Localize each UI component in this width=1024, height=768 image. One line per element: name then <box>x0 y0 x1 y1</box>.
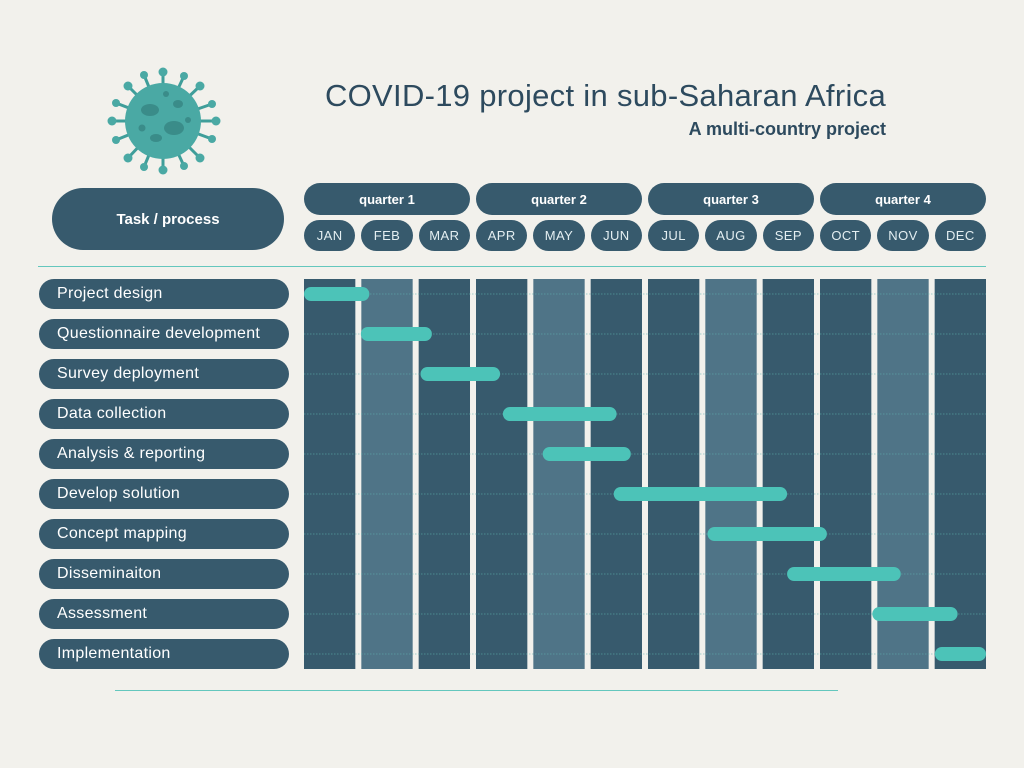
task-label: Data collection <box>39 399 289 429</box>
month-header: OCT <box>820 220 872 251</box>
gantt-bar <box>502 407 617 421</box>
gantt-bar <box>542 447 631 461</box>
task-label: Analysis & reporting <box>39 439 289 469</box>
month-column <box>762 279 814 669</box>
footer-divider <box>115 690 838 691</box>
task-label: Develop solution <box>39 479 289 509</box>
header-divider <box>38 266 986 267</box>
month-column <box>533 279 585 669</box>
gantt-bar <box>934 647 986 661</box>
gantt-bar <box>872 607 958 621</box>
month-header: MAY <box>533 220 585 251</box>
quarter-header: quarter 3 <box>648 183 814 215</box>
gantt-bar <box>613 487 788 501</box>
quarter-header: quarter 4 <box>820 183 986 215</box>
month-header: JUN <box>590 220 642 251</box>
month-header: APR <box>476 220 528 251</box>
month-column <box>705 279 757 669</box>
gantt-bar <box>787 567 901 581</box>
month-column <box>418 279 470 669</box>
month-column <box>304 279 356 669</box>
gantt-bar <box>420 367 501 381</box>
task-label: Questionnaire development <box>39 319 289 349</box>
month-header: DEC <box>934 220 986 251</box>
month-column <box>648 279 700 669</box>
month-column <box>820 279 872 669</box>
virus-icon <box>107 67 221 175</box>
quarter-header: quarter 2 <box>476 183 642 215</box>
month-header: JUL <box>648 220 700 251</box>
month-column <box>934 279 986 669</box>
page-subtitle: A multi-country project <box>688 119 886 139</box>
task-label: Concept mapping <box>39 519 289 549</box>
task-label: Disseminaiton <box>39 559 289 589</box>
task-label: Survey deployment <box>39 359 289 389</box>
month-header: FEB <box>361 220 413 251</box>
gantt-bar <box>360 327 432 341</box>
month-column <box>590 279 642 669</box>
month-column <box>877 279 929 669</box>
month-header: SEP <box>762 220 814 251</box>
task-label: Project design <box>39 279 289 309</box>
task-process-header: Task / process <box>52 188 284 250</box>
month-column <box>476 279 528 669</box>
month-header: MAR <box>418 220 470 251</box>
page-title: COVID-19 project in sub-Saharan Africa <box>324 78 886 113</box>
month-column <box>361 279 413 669</box>
month-header: NOV <box>877 220 929 251</box>
task-label: Implementation <box>39 639 289 669</box>
gantt-bar <box>304 287 370 301</box>
month-header: AUG <box>705 220 757 251</box>
quarter-header: quarter 1 <box>304 183 470 215</box>
month-header: JAN <box>304 220 356 251</box>
task-label: Assessment <box>39 599 289 629</box>
gantt-bar <box>707 527 827 541</box>
